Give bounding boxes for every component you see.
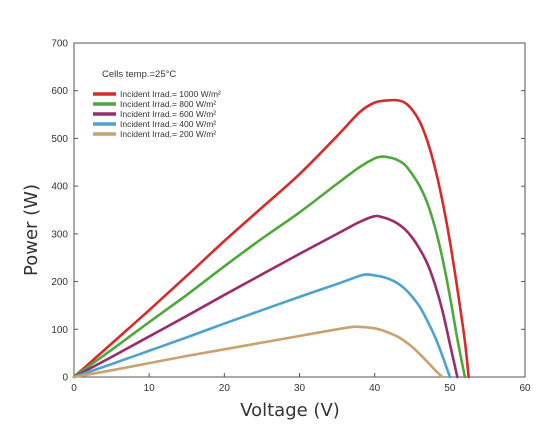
- y-tick-label: 200: [51, 277, 68, 288]
- x-tick-label: 10: [144, 383, 156, 394]
- x-tick-label: 30: [294, 383, 306, 394]
- x-axis-title: Voltage (V): [240, 400, 340, 421]
- series-line: [72, 325, 444, 379]
- y-tick-label: 300: [51, 229, 68, 240]
- series-line: [72, 214, 459, 379]
- y-tick-label: 700: [51, 39, 68, 50]
- legend-label: Incident Irrad.= 400 W/m²: [120, 119, 216, 129]
- x-tick-label: 20: [219, 383, 231, 394]
- legend-label: Incident Irrad.= 600 W/m²: [120, 109, 216, 119]
- x-tick-label: 60: [519, 383, 531, 394]
- x-tick-label: 40: [369, 383, 381, 394]
- series-line: [72, 98, 470, 379]
- x-tick-label: 50: [444, 383, 456, 394]
- y-tick-label: 0: [62, 373, 68, 384]
- legend-label: Incident Irrad.= 800 W/m²: [120, 99, 216, 109]
- y-axis-title: Power (W): [21, 184, 42, 276]
- x-axis-ticks: 0 10 20 30 40 50 60: [71, 373, 531, 394]
- series-lines: [72, 98, 470, 379]
- cell-temp-annotation: Cells temp.=25°C: [102, 69, 176, 80]
- y-axis-ticks: 0 100 200 300 400 500 600 700: [51, 39, 525, 384]
- legend-label: Incident Irrad.= 200 W/m²: [120, 129, 216, 139]
- x-tick-label: 0: [71, 383, 77, 394]
- legend-label: Incident Irrad.= 1000 W/m²: [120, 89, 221, 99]
- y-tick-label: 600: [51, 86, 68, 97]
- series-line: [72, 155, 467, 379]
- y-tick-label: 400: [51, 182, 68, 193]
- y-tick-label: 100: [51, 325, 68, 336]
- series-line: [72, 273, 452, 379]
- y-tick-label: 500: [51, 134, 68, 145]
